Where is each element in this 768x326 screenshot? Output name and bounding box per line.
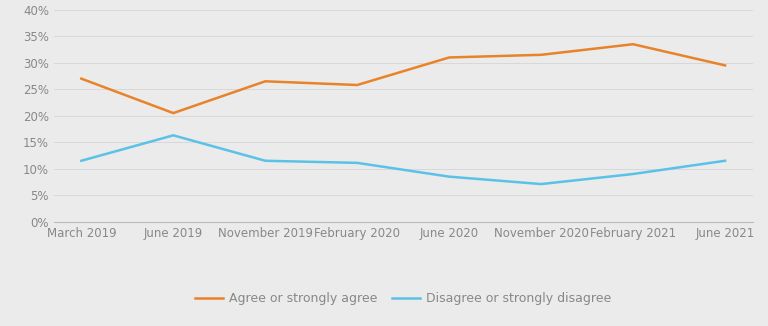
Legend: Agree or strongly agree, Disagree or strongly disagree: Agree or strongly agree, Disagree or str… <box>190 287 616 310</box>
